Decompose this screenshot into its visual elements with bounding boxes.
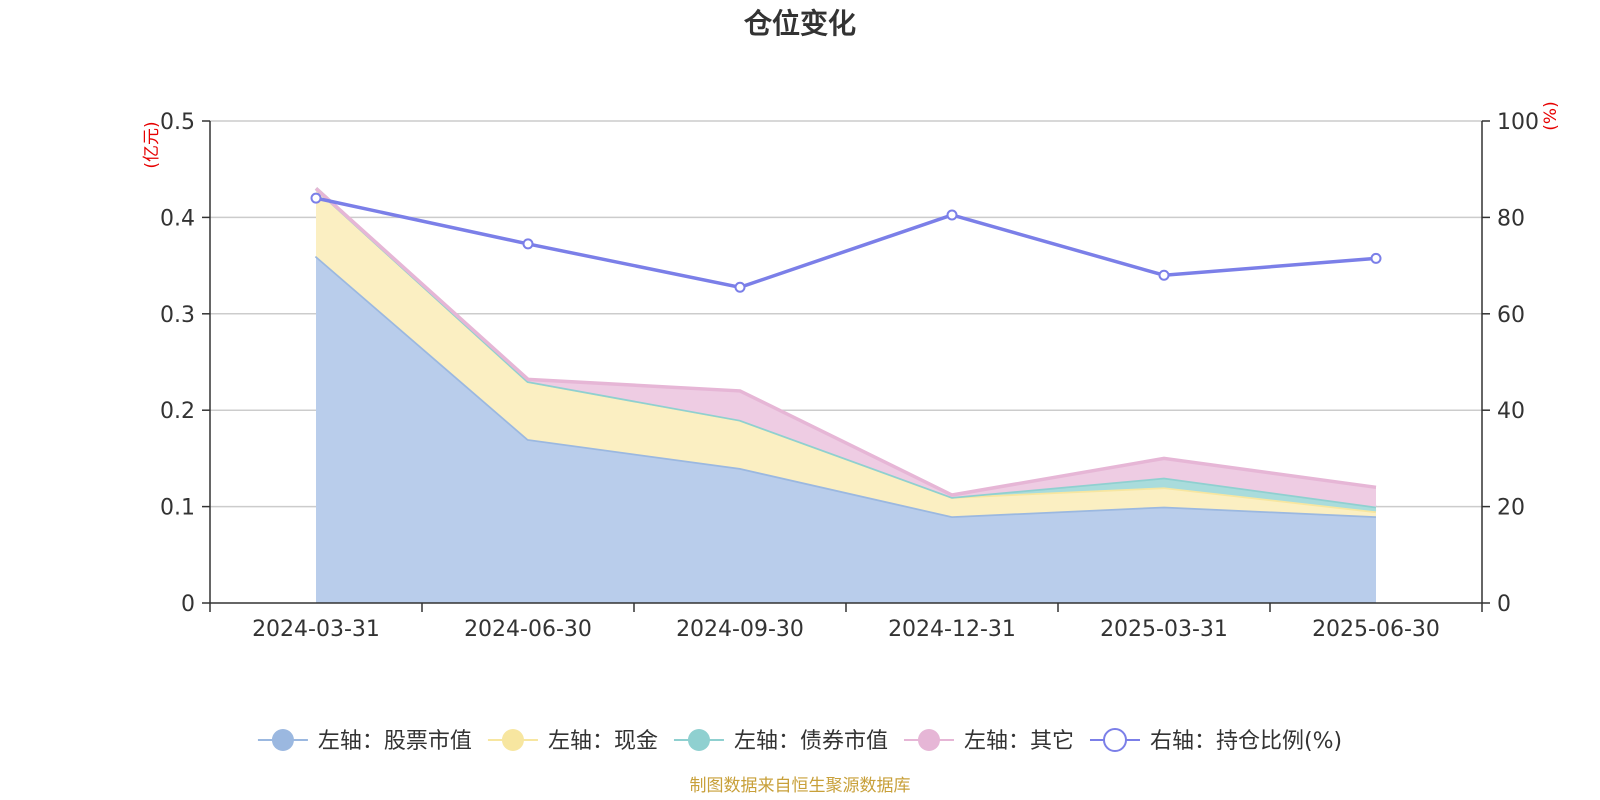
right-axis-tick-label: 100: [1497, 110, 1539, 135]
right-axis-tick-label: 60: [1497, 303, 1525, 328]
area-左轴：现金: [316, 188, 1376, 517]
left-axis-tick-label: 0.4: [160, 206, 195, 231]
axes: 0 0 0.1 20 0.2 40 0.3 60 0.4 80 0.5 100 2024-03-31 20…: [160, 110, 1539, 642]
right-axis-tick-label: 80: [1497, 206, 1525, 231]
ratio-point: [522, 238, 534, 250]
ratio-point: [734, 281, 746, 293]
x-axis-tick-label: 2024-12-31: [888, 617, 1016, 642]
legend-marker: [687, 729, 710, 751]
legend-label: 左轴：其它: [964, 729, 1074, 754]
left-axis-tick-label: 0.5: [160, 110, 195, 135]
area-左轴：股票市值: [316, 255, 1376, 603]
stacked-areas: [314, 187, 1377, 603]
legend-marker: [501, 729, 524, 751]
ratio-line: [310, 192, 1382, 293]
left-axis-tick-label: 0.1: [160, 496, 195, 521]
ratio-point: [310, 192, 322, 204]
legend-label: 左轴：股票市值: [318, 729, 472, 754]
legend-marker: [271, 729, 294, 751]
x-axis-tick-label: 2025-03-31: [1100, 617, 1228, 642]
chart-title: 仓位变化: [744, 7, 856, 40]
data-source-note: 制图数据来自恒生聚源数据库: [690, 776, 911, 796]
legend-label: 左轴：债券市值: [734, 729, 888, 754]
right-axis-tick-label: 0: [1497, 592, 1511, 617]
x-axis-tick-label: 2025-06-30: [1312, 617, 1440, 642]
ratio-point: [946, 209, 958, 221]
left-axis-tick-label: 0: [181, 592, 195, 617]
ratio-line-path: [315, 196, 1377, 290]
x-axis-tick-label: 2024-03-31: [252, 617, 380, 642]
ratio-point: [1158, 269, 1170, 281]
left-axis-unit: (亿元): [142, 121, 162, 168]
legend-marker: [1102, 728, 1127, 752]
x-axis-tick-label: 2024-06-30: [464, 617, 592, 642]
right-axis-tick-label: 20: [1497, 496, 1525, 521]
x-axis-tick-label: 2024-09-30: [676, 617, 804, 642]
left-axis-tick-label: 0.3: [160, 303, 195, 328]
legend-marker: [917, 729, 940, 751]
ratio-point: [1370, 252, 1382, 264]
legend: 左轴：股票市值 左轴：现金 左轴：债券市值 左轴：其它 右轴：持仓比例(%): [257, 728, 1342, 754]
legend-label: 右轴：持仓比例(%): [1150, 729, 1342, 754]
right-axis-unit: (%): [1541, 101, 1561, 130]
left-axis-tick-label: 0.2: [160, 399, 195, 424]
area-edge-左轴：其它: [314, 187, 1377, 497]
legend-label: 左轴：现金: [548, 729, 658, 754]
right-axis-tick-label: 40: [1497, 399, 1525, 424]
